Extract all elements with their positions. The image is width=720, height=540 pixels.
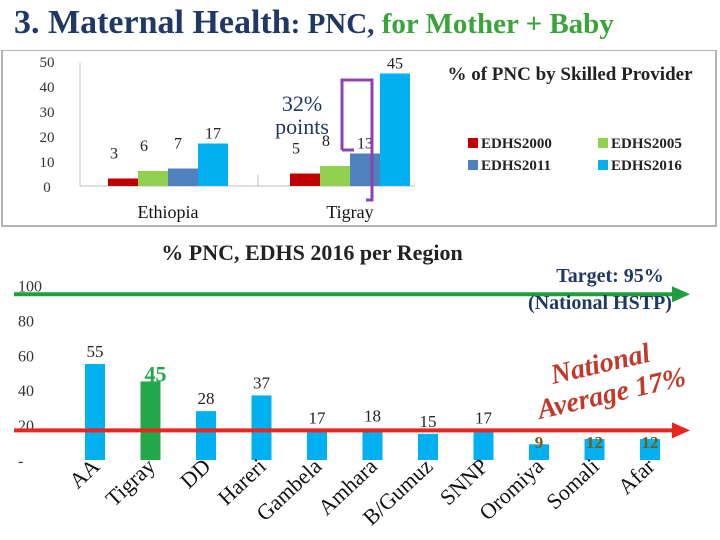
legend-label: EDHS2000 <box>481 136 552 152</box>
slide-title-pnc: : PNC, <box>290 8 375 40</box>
bar-edhs2011-ethiopia <box>168 168 198 186</box>
data-label: 13 <box>357 136 373 153</box>
bar-edhs2016-tigray <box>380 73 410 186</box>
y-tick-label: 20 <box>18 418 34 435</box>
legend-label: EDHS2011 <box>481 158 551 174</box>
y-tick-label: 100 <box>18 279 42 296</box>
data-label: 28 <box>198 389 215 408</box>
pnc-region-chart: % PNC, EDHS 2016 per Region - 20 40 60 80 100… <box>14 240 690 530</box>
bar-series <box>108 73 410 186</box>
chart-title: % PNC, EDHS 2016 per Region <box>161 240 463 265</box>
bar-edhs2000-tigray <box>290 173 320 186</box>
x-category-label: Ethiopia <box>138 202 199 222</box>
legend-swatch <box>468 138 478 148</box>
legend-swatch <box>598 160 608 170</box>
y-tick-label: 20 <box>40 130 55 146</box>
y-tick-label: 0 <box>43 180 51 196</box>
annotation-line1: 32% <box>282 91 322 116</box>
bar-gambela <box>307 430 327 460</box>
average-arrowhead <box>672 422 690 439</box>
y-tick-label: 50 <box>40 55 55 71</box>
data-labels: 3 5 6 8 7 13 17 45 <box>110 56 403 163</box>
bar-edhs2005-tigray <box>320 166 350 186</box>
bar-edhs2005-ethiopia <box>138 171 168 186</box>
x-category-label: Somali <box>541 453 604 514</box>
legend-swatch <box>468 160 478 170</box>
data-label: 12 <box>586 433 603 452</box>
bar-snnp <box>473 430 494 460</box>
data-label: 45 <box>145 361 167 386</box>
y-tick-label: 40 <box>18 383 34 400</box>
data-label: 12 <box>642 433 659 452</box>
bar-oromiya <box>529 444 549 460</box>
y-axis: 0 10 20 30 40 50 <box>40 55 55 196</box>
bar-hareri <box>251 395 272 460</box>
reference-lines <box>14 286 690 439</box>
legend-label: EDHS2005 <box>611 136 682 152</box>
data-label: 17 <box>475 408 493 427</box>
legend-swatch <box>598 138 608 148</box>
legend-label: EDHS2016 <box>611 158 682 174</box>
data-label: 17 <box>309 408 327 427</box>
y-tick-label: 60 <box>18 348 34 365</box>
data-label: 5 <box>292 141 300 158</box>
x-category-label: Tigray <box>101 453 160 511</box>
bar-amhara <box>362 428 383 460</box>
data-label: 8 <box>322 133 330 150</box>
annotation-line2: points <box>275 114 329 139</box>
data-label: 15 <box>420 412 437 431</box>
bar-edhs2016-ethiopia <box>198 143 228 186</box>
y-tick-label: 10 <box>40 155 55 171</box>
bracket-annotation <box>340 78 374 202</box>
x-category-label: Tigray <box>326 202 373 222</box>
bar-bgumuz <box>418 433 438 460</box>
slide-title-main: 3. Maternal Health <box>14 4 291 41</box>
data-label: 3 <box>110 146 118 163</box>
bar-edhs2000-ethiopia <box>108 178 138 186</box>
bar-tigray <box>140 381 161 460</box>
target-label-line2: (National HSTP) <box>528 292 672 314</box>
data-labels: 55 45 28 37 17 18 15 17 9 12 12 <box>87 342 659 452</box>
bar-somali <box>584 439 605 460</box>
category-labels: Ethiopia Tigray <box>138 202 374 222</box>
data-label: 45 <box>387 56 403 73</box>
target-label-line1: Target: 95% <box>556 265 664 287</box>
data-label: 7 <box>174 136 182 153</box>
target-arrowhead <box>672 286 690 303</box>
bar-edhs2011-tigray <box>350 153 380 186</box>
legend: EDHS2000 EDHS2005 EDHS2011 EDHS2016 <box>468 136 682 174</box>
data-label: 9 <box>535 433 544 452</box>
bar-dd <box>196 411 216 460</box>
bar-afar <box>640 439 660 460</box>
data-label: 6 <box>140 138 148 155</box>
slide-title-rest: for Mother + Baby <box>374 8 614 40</box>
data-label: 55 <box>87 342 104 361</box>
y-axis: - 20 40 60 80 100 <box>18 279 42 471</box>
data-label: 17 <box>205 126 221 143</box>
y-tick-label: 30 <box>40 105 55 121</box>
y-tick-label: 80 <box>18 313 34 330</box>
y-tick-label: - <box>18 453 23 470</box>
pnc-trend-chart: 0 10 20 30 40 50 3 5 6 8 7 13 17 45 Ethiopia Tigray 3… <box>1 50 717 227</box>
y-tick-label: 40 <box>40 80 55 96</box>
slide-title: 3. Maternal Health: PNC, for Mother + Ba… <box>14 4 614 42</box>
data-label: 37 <box>253 373 271 392</box>
chart-title: % of PNC by Skilled Provider <box>447 64 693 85</box>
bar-series <box>85 364 660 460</box>
bar-aa <box>85 364 105 460</box>
data-label: 18 <box>364 407 381 426</box>
